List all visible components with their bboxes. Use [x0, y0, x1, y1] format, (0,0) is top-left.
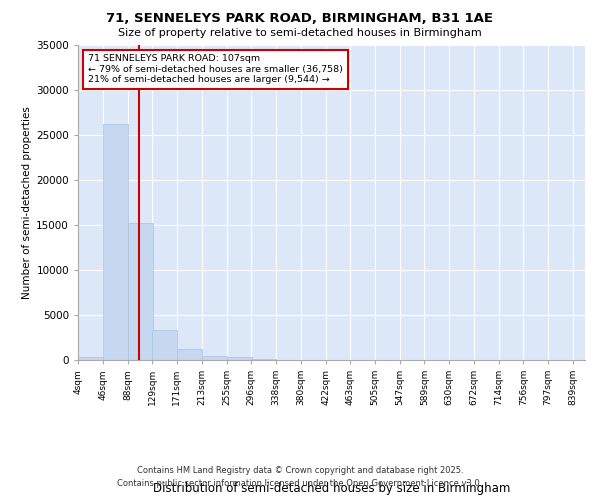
X-axis label: Distribution of semi-detached houses by size in Birmingham: Distribution of semi-detached houses by … [153, 482, 510, 495]
Bar [177, 349, 202, 360]
Bar [128, 223, 152, 360]
Bar [202, 356, 227, 360]
Y-axis label: Number of semi-detached properties: Number of semi-detached properties [22, 106, 32, 299]
Text: 71, SENNELEYS PARK ROAD, BIRMINGHAM, B31 1AE: 71, SENNELEYS PARK ROAD, BIRMINGHAM, B31… [107, 12, 493, 24]
Bar [78, 356, 103, 360]
Bar [227, 357, 251, 360]
Bar [251, 359, 276, 360]
Text: Size of property relative to semi-detached houses in Birmingham: Size of property relative to semi-detach… [118, 28, 482, 38]
Bar [103, 124, 128, 360]
Text: Contains HM Land Registry data © Crown copyright and database right 2025.
Contai: Contains HM Land Registry data © Crown c… [118, 466, 482, 487]
Bar [152, 330, 177, 360]
Text: 71 SENNELEYS PARK ROAD: 107sqm
← 79% of semi-detached houses are smaller (36,758: 71 SENNELEYS PARK ROAD: 107sqm ← 79% of … [88, 54, 343, 84]
